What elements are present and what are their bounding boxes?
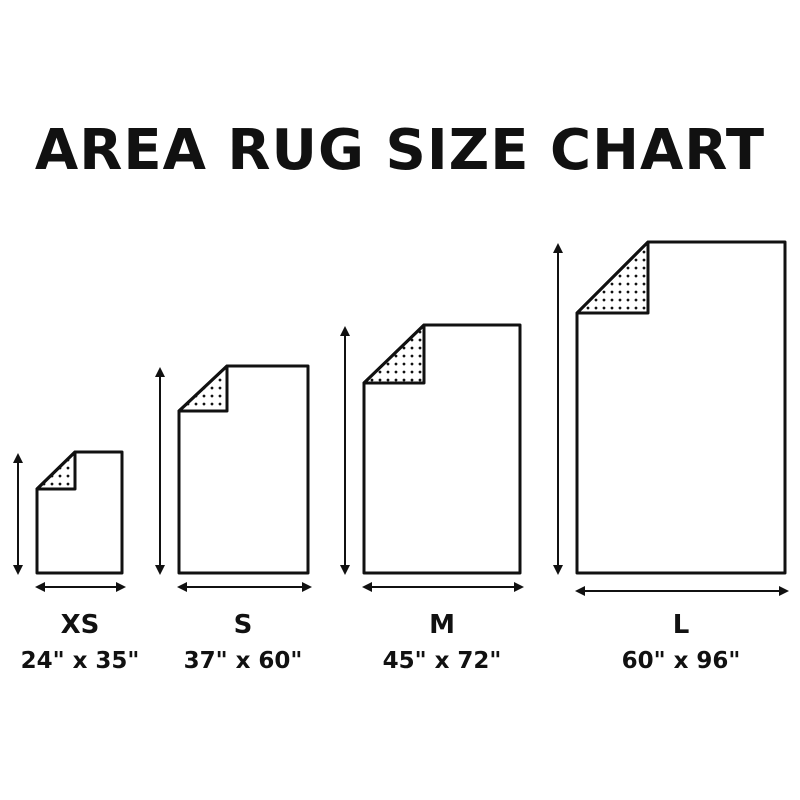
size-dimensions-m: 45" x 72": [382, 648, 502, 674]
rug-folded-corner-l: [575, 240, 650, 315]
size-dimensions-s: 37" x 60": [183, 648, 303, 674]
size-name-s: S: [233, 610, 253, 640]
size-name-m: M: [429, 610, 455, 640]
size-dimensions-l: 60" x 96": [621, 648, 741, 674]
size-name-l: L: [672, 610, 690, 640]
size-dimensions-xs: 24" x 35": [20, 648, 140, 674]
rug-outline-xs: [35, 450, 124, 575]
rug-folded-corner-xs: [35, 450, 77, 491]
rug-folded-corner-m: [362, 323, 426, 385]
chart-title: AREA RUG SIZE CHART: [34, 118, 766, 183]
size-name-xs: XS: [60, 610, 100, 640]
rug-folded-corner-s: [177, 364, 229, 413]
